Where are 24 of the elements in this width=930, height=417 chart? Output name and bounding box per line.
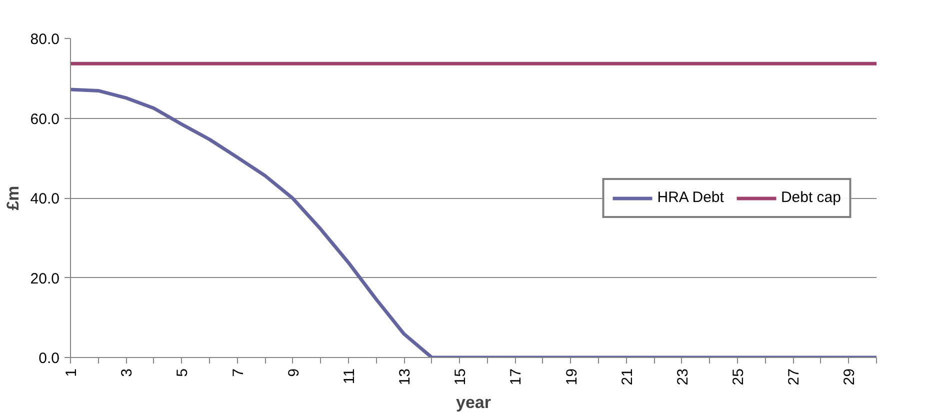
x-tick-label: 25 xyxy=(730,368,748,386)
x-tick-label: 9 xyxy=(285,368,302,377)
x-tick-label: 7 xyxy=(230,368,247,377)
y-tick-label: 20.0 xyxy=(30,270,60,288)
y-tick-label: 0.0 xyxy=(38,350,60,367)
y-tick-label: 40.0 xyxy=(30,190,60,208)
legend-label: Debt cap xyxy=(780,189,841,206)
x-tick-label: 19 xyxy=(563,368,580,386)
y-tick-label: 80.0 xyxy=(30,31,60,48)
x-tick-label: 5 xyxy=(174,368,192,377)
x-tick-label: 29 xyxy=(841,368,858,386)
x-tick-label: 11 xyxy=(340,368,358,384)
legend-label: HRA Debt xyxy=(657,189,724,206)
x-tick-label: 13 xyxy=(396,368,414,386)
y-axis-title: £m xyxy=(3,186,22,210)
x-tick-label: 1 xyxy=(63,368,80,377)
y-tick-label: 60.0 xyxy=(30,110,60,128)
x-tick-label: 3 xyxy=(118,368,136,377)
x-tick-label: 17 xyxy=(508,368,525,386)
x-tick-label: 15 xyxy=(452,368,470,386)
x-tick-label: 21 xyxy=(618,368,636,386)
x-tick-label: 23 xyxy=(674,368,692,386)
x-axis-title: year xyxy=(456,393,492,412)
x-tick-label: 27 xyxy=(786,368,803,386)
